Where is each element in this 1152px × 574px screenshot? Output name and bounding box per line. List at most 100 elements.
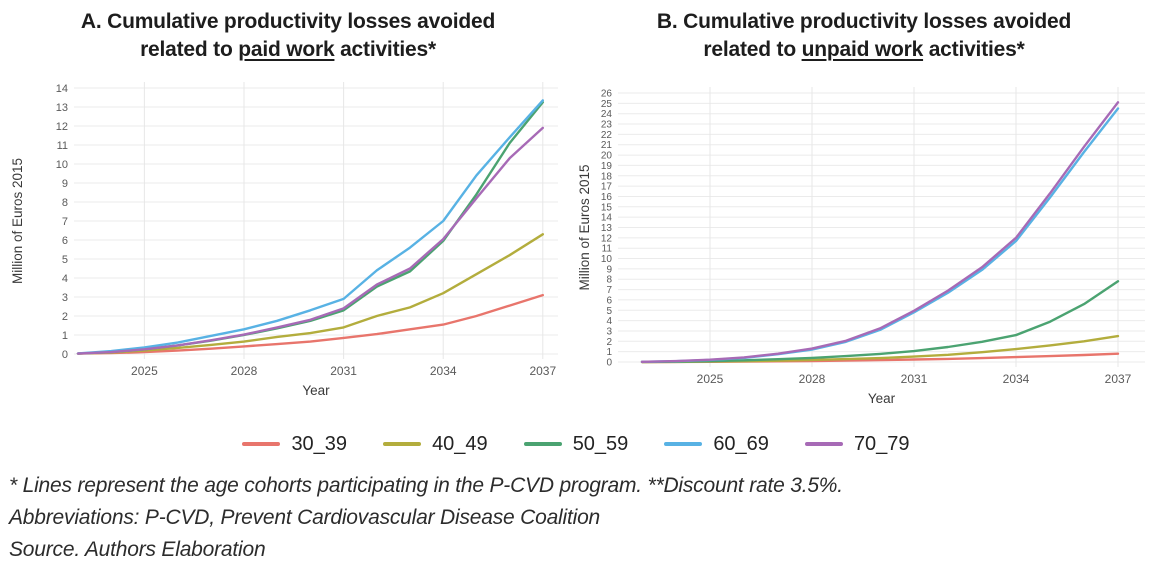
legend-swatch-30_39 (242, 442, 281, 446)
series-line-50_59 (640, 280, 1120, 364)
legend-label: 30_39 (291, 432, 348, 455)
y-tick-label: 2 (62, 311, 68, 323)
panel-b: B. Cumulative productivity losses avoide… (576, 0, 1152, 420)
y-tick-label: 1 (62, 330, 68, 342)
panel-b-title-line2: related to unpaid work activities* (703, 37, 1025, 61)
legend-item-50_59: 50_59 (523, 432, 629, 456)
y-tick-label: 0 (606, 358, 612, 369)
x-tick-labels: 2025 2028 2031 2034 2037 (131, 364, 556, 378)
y-tick-label: 15 (601, 202, 613, 213)
chart-b-unpaid-work: 0123456789101112131415161718192021222324… (577, 87, 1145, 406)
y-tick-label: 4 (606, 316, 612, 327)
y-tick-label: 21 (601, 140, 613, 151)
x-tick-label: 2034 (430, 364, 457, 378)
legend-label: 60_69 (713, 432, 769, 455)
y-tick-label: 16 (601, 192, 613, 203)
chart-legend: 30_39 40_49 50_59 60_69 70_79 (0, 426, 1152, 462)
panel-a-title-line2: related to paid work activities* (140, 37, 436, 61)
y-tick-label: 9 (62, 178, 68, 190)
y-tick-label: 5 (606, 306, 612, 317)
y-tick-label: 1 (606, 347, 612, 358)
legend-label: 50_59 (572, 432, 629, 455)
footnotes: * Lines represent the age cohorts partic… (9, 470, 1139, 566)
panel-a-underlined-phrase: paid work (238, 37, 335, 61)
series-line-70_79 (640, 101, 1120, 363)
y-tick-label: 12 (56, 121, 68, 133)
footnote-line-1: * Lines represent the age cohorts partic… (9, 474, 843, 497)
y-tick-label: 19 (601, 161, 613, 172)
legend-swatch-50_59 (523, 442, 562, 446)
y-tick-label: 0 (62, 349, 68, 361)
x-tick-label: 2031 (330, 364, 357, 378)
legend-swatch-60_69 (664, 442, 703, 446)
legend-item-40_49: 40_49 (383, 433, 488, 456)
panel-a: A. Cumulative productivity losses avoide… (0, 0, 576, 420)
series-line-40_49 (640, 334, 1120, 364)
y-tick-label: 7 (62, 216, 68, 228)
footnote-line-3: Source. Authors Elaboration (9, 537, 266, 561)
y-tick-label: 22 (601, 130, 613, 141)
legend-item-30_39: 30_39 (242, 433, 347, 456)
y-tick-label: 6 (606, 295, 612, 306)
y-tick-label: 20 (601, 151, 613, 162)
series-line-40_49 (76, 233, 544, 355)
y-tick-label: 6 (62, 235, 68, 247)
y-tick-label: 26 (601, 89, 613, 100)
panel-b-title-line1: B. Cumulative productivity losses avoide… (656, 10, 1072, 33)
y-tick-label: 25 (601, 99, 613, 110)
y-axis-title: Million of Euros 2015 (10, 158, 25, 284)
y-axis-title: Million of Euros 2015 (577, 164, 592, 290)
x-tick-labels: 2025 2028 2031 2034 2037 (697, 372, 1132, 386)
legend-item-70_79: 70_79 (804, 432, 910, 456)
series-line-60_69 (76, 99, 544, 355)
y-tick-label: 3 (606, 326, 612, 337)
panel-b-underlined-phrase: unpaid work (801, 37, 924, 61)
y-tick-labels: 0123456789101112131415161718192021222324… (601, 89, 613, 369)
y-tick-label: 11 (57, 140, 68, 152)
series-line-30_39 (76, 293, 544, 355)
y-tick-label: 9 (606, 264, 612, 275)
legend-label: 70_79 (853, 432, 910, 455)
y-tick-label: 18 (601, 171, 613, 182)
x-tick-label: 2025 (697, 372, 724, 386)
y-tick-label: 24 (601, 109, 613, 120)
panel-b-title: B. Cumulative productivity losses avoide… (576, 0, 1152, 63)
x-tick-label: 2031 (901, 372, 928, 386)
panel-a-title: A. Cumulative productivity losses avoide… (0, 0, 576, 63)
series-lines (640, 101, 1120, 364)
legend-label: 40_49 (432, 432, 488, 455)
series-line-70_79 (76, 126, 544, 355)
x-axis-title: Year (868, 391, 896, 406)
y-tick-label: 4 (62, 273, 68, 285)
y-tick-label: 7 (606, 285, 612, 296)
y-tick-label: 8 (606, 275, 612, 286)
grid-group (618, 87, 1145, 367)
x-tick-label: 2034 (1003, 372, 1030, 386)
y-tick-label: 14 (601, 213, 613, 224)
y-tick-label: 13 (601, 223, 613, 234)
x-tick-label: 2037 (1105, 372, 1132, 386)
x-tick-label: 2025 (131, 364, 158, 378)
x-tick-label: 2028 (799, 372, 826, 386)
y-tick-label: 2 (606, 337, 612, 348)
x-tick-label: 2028 (231, 364, 258, 378)
series-lines (76, 99, 544, 355)
footnote-line-2: Abbreviations: P-CVD, Prevent Cardiovasc… (9, 505, 601, 529)
x-tick-label: 2037 (529, 364, 556, 378)
legend-swatch-70_79 (804, 442, 843, 446)
y-tick-label: 8 (62, 197, 68, 209)
y-tick-label: 17 (601, 182, 613, 193)
y-tick-label: 5 (62, 254, 68, 266)
y-tick-label: 3 (62, 292, 68, 304)
y-tick-label: 13 (56, 102, 68, 114)
grid-group (74, 82, 558, 359)
y-tick-label: 23 (601, 120, 613, 131)
y-tick-label: 14 (56, 83, 68, 95)
y-tick-label: 12 (601, 233, 613, 244)
panel-a-title-line1: A. Cumulative productivity losses avoide… (80, 10, 496, 33)
legend-item-60_69: 60_69 (664, 433, 769, 456)
y-tick-label: 11 (602, 244, 613, 255)
